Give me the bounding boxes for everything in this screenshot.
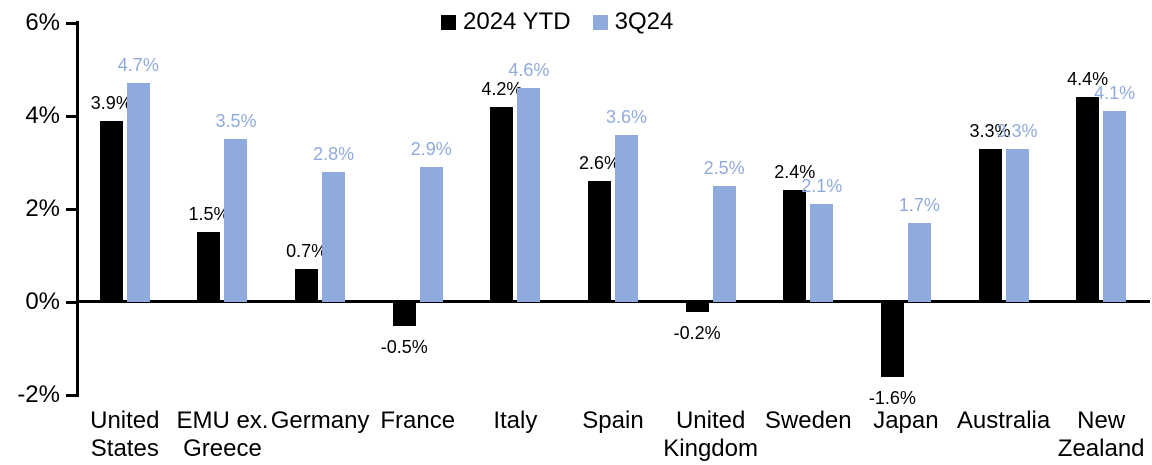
y-tick-label: -2% <box>17 381 60 408</box>
x-category-label-united-kingdom: United <box>675 407 746 434</box>
x-category-label-japan: Japan <box>873 407 939 434</box>
data-label-3q24-france: 2.9% <box>410 139 452 159</box>
data-label-3q24-germany: 2.8% <box>313 144 355 164</box>
x-category-label-spain: Spain <box>582 407 644 434</box>
x-category-label-germany: Germany <box>270 407 370 434</box>
x-category-label-new-zealand: Zealand <box>1057 435 1145 462</box>
y-axis-tick <box>66 207 79 211</box>
legend: 2024 YTD 3Q24 <box>441 8 673 36</box>
y-tick-label: 4% <box>25 102 60 129</box>
data-label-2024-ytd-italy: 4.2% <box>481 79 523 99</box>
y-tick-label: 6% <box>25 9 60 36</box>
data-label-3q24-spain: 3.6% <box>605 107 648 127</box>
bar-3q24-emu-ex-greece <box>224 139 248 302</box>
data-label-2024-ytd-australia: 3.3% <box>969 121 1011 141</box>
bar-3q24-italy <box>517 88 541 302</box>
bar-2024-ytd-sweden <box>783 190 807 302</box>
bar-2024-ytd-emu-ex-greece <box>197 232 221 302</box>
x-category-label-united-kingdom: Kingdom <box>663 435 758 462</box>
y-axis-tick <box>66 300 79 304</box>
x-category-label-sweden: Sweden <box>764 407 852 434</box>
data-label-3q24-new-zealand: 4.1% <box>1094 83 1136 103</box>
bar-2024-ytd-france <box>392 303 416 326</box>
bar-3q24-germany <box>322 172 346 302</box>
bar-3q24-new-zealand <box>1103 111 1127 302</box>
data-label-2024-ytd-united-kingdom: -0.2% <box>673 323 721 343</box>
bar-2024-ytd-united-states <box>99 121 123 302</box>
data-label-2024-ytd-france: -0.5% <box>380 337 428 357</box>
bar-3q24-spain <box>615 135 638 302</box>
bar-2024-ytd-united-kingdom <box>685 303 709 312</box>
bar-2024-ytd-japan <box>880 303 904 377</box>
data-label-2024-ytd-united-states: 3.9% <box>90 93 132 113</box>
data-label-2024-ytd-emu-ex-greece: 1.5% <box>188 204 230 224</box>
bar-2024-ytd-italy <box>490 107 514 302</box>
y-axis-tick <box>66 114 79 118</box>
x-category-label-australia: Australia <box>956 407 1051 434</box>
bar-3q24-united-states <box>126 83 150 302</box>
x-category-label-italy: Italy <box>493 407 538 434</box>
data-label-3q24-italy: 4.6% <box>508 60 550 80</box>
data-label-3q24-sweden: 2.1% <box>801 176 843 196</box>
bar-3q24-united-kingdom <box>712 186 736 302</box>
data-label-3q24-united-kingdom: 2.5% <box>703 158 745 178</box>
y-axis-tick <box>66 21 79 25</box>
x-category-label-emu-ex-greece: EMU ex. <box>176 407 269 434</box>
data-label-3q24-united-states: 4.7% <box>117 55 159 75</box>
data-label-3q24-emu-ex-greece: 3.5% <box>215 111 257 131</box>
bar-2024-ytd-spain <box>588 181 611 302</box>
legend-item-3q24: 3Q24 <box>592 8 674 36</box>
data-label-2024-ytd-spain: 2.6% <box>578 153 621 173</box>
legend-label-2024-ytd: 2024 YTD <box>463 8 571 35</box>
bar-3q24-japan <box>907 223 931 302</box>
x-category-label-new-zealand: New <box>1077 407 1126 434</box>
y-tick-label: 2% <box>25 195 60 222</box>
legend-swatch-3q24 <box>592 14 608 30</box>
x-category-label-united-states: States <box>90 435 159 462</box>
legend-label-3q24: 3Q24 <box>614 8 674 35</box>
bar-2024-ytd-new-zealand <box>1076 97 1100 302</box>
data-label-3q24-japan: 1.7% <box>898 195 940 215</box>
legend-item-2024-ytd: 2024 YTD <box>441 8 571 36</box>
bar-2024-ytd-germany <box>295 269 319 302</box>
bar-3q24-sweden <box>810 204 834 302</box>
x-category-label-france: France <box>380 407 456 434</box>
bar-3q24-france <box>419 167 443 302</box>
data-label-2024-ytd-japan: -1.6% <box>868 388 916 408</box>
y-tick-label: 0% <box>25 288 60 315</box>
data-label-3q24-australia: 3.3% <box>996 121 1038 141</box>
data-label-2024-ytd-germany: 0.7% <box>286 241 328 261</box>
data-label-2024-ytd-sweden: 2.4% <box>774 162 816 182</box>
x-axis-line <box>76 300 1150 303</box>
y-axis-tick <box>66 393 79 397</box>
data-label-2024-ytd-new-zealand: 4.4% <box>1067 69 1109 89</box>
x-category-label-emu-ex-greece: Greece <box>183 435 262 462</box>
bar-2024-ytd-australia <box>978 149 1002 302</box>
legend-swatch-2024-ytd <box>441 14 456 30</box>
x-category-label-united-states: United <box>90 407 160 434</box>
bar-3q24-australia <box>1005 149 1029 302</box>
